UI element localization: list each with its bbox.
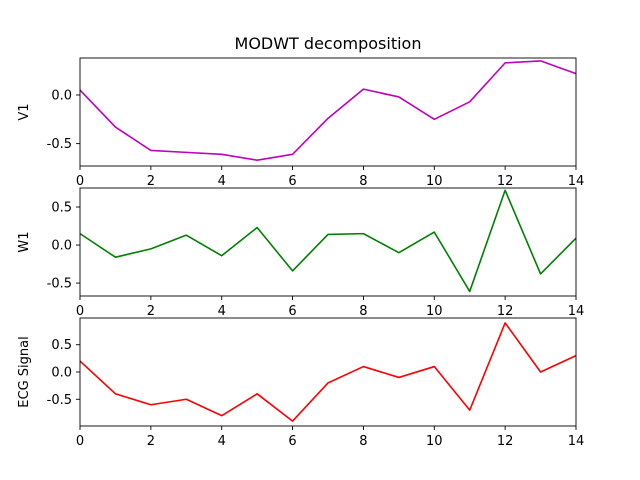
y-axis-label-2: W1 [17, 231, 32, 252]
series-line-3 [79, 322, 577, 422]
x-tick-label: 2 [147, 434, 155, 449]
x-tick-label: 4 [218, 174, 226, 189]
x-tick-label: 4 [218, 304, 226, 319]
y-axis-label-3: ECG Signal [17, 336, 32, 407]
x-tick-label: 14 [568, 434, 585, 449]
series-line-2 [79, 189, 577, 293]
x-tick-label: 12 [497, 304, 514, 319]
x-tick-label: 6 [288, 434, 296, 449]
x-tick-label: 8 [359, 434, 367, 449]
y-tick-label: -0.5 [47, 393, 72, 408]
x-tick-label: 4 [218, 434, 226, 449]
y-tick-label: -0.5 [47, 137, 72, 152]
y-tick-label: -0.5 [47, 277, 72, 292]
x-tick-label: 2 [147, 304, 155, 319]
x-tick-label: 12 [497, 174, 514, 189]
x-tick-label: 0 [76, 304, 84, 319]
axes-frame-1 [79, 57, 577, 167]
x-tick-label: 14 [568, 174, 585, 189]
y-axis-label-1: V1 [17, 103, 32, 120]
x-tick-label: 14 [568, 304, 585, 319]
series-line-1 [79, 60, 577, 161]
x-tick-label: 6 [288, 174, 296, 189]
y-tick-label: 0.5 [51, 338, 72, 353]
x-tick-label: 0 [76, 174, 84, 189]
chart-title: MODWT decomposition [235, 34, 422, 53]
x-tick-label: 6 [288, 304, 296, 319]
subplot-1: 0 2 4 6 8 10 12 14 0.0 -0.5 V1 [17, 57, 585, 189]
axes-frame-2 [79, 187, 577, 297]
x-tick-label: 10 [426, 434, 443, 449]
subplots: 0 2 4 6 8 10 12 14 0.0 -0.5 V1 0 2 4 6 8 10 12 14 0.5 0.0 -0.… [17, 57, 585, 449]
x-tick-label: 12 [497, 434, 514, 449]
x-tick-label: 10 [426, 304, 443, 319]
y-tick-label: 0.0 [51, 239, 72, 254]
y-tick-label: 0.0 [51, 366, 72, 381]
subplot-3: 0 2 4 6 8 10 12 14 0.5 0.0 -0.5 ECG Signal [17, 317, 585, 449]
x-tick-label: 10 [426, 174, 443, 189]
x-tick-label: 0 [76, 434, 84, 449]
x-tick-label: 2 [147, 174, 155, 189]
y-tick-label: 0.0 [51, 88, 72, 103]
x-tick-label: 8 [359, 304, 367, 319]
x-tick-label: 8 [359, 174, 367, 189]
subplot-2: 0 2 4 6 8 10 12 14 0.5 0.0 -0.5 W1 [17, 187, 585, 319]
y-tick-label: 0.5 [51, 201, 72, 216]
